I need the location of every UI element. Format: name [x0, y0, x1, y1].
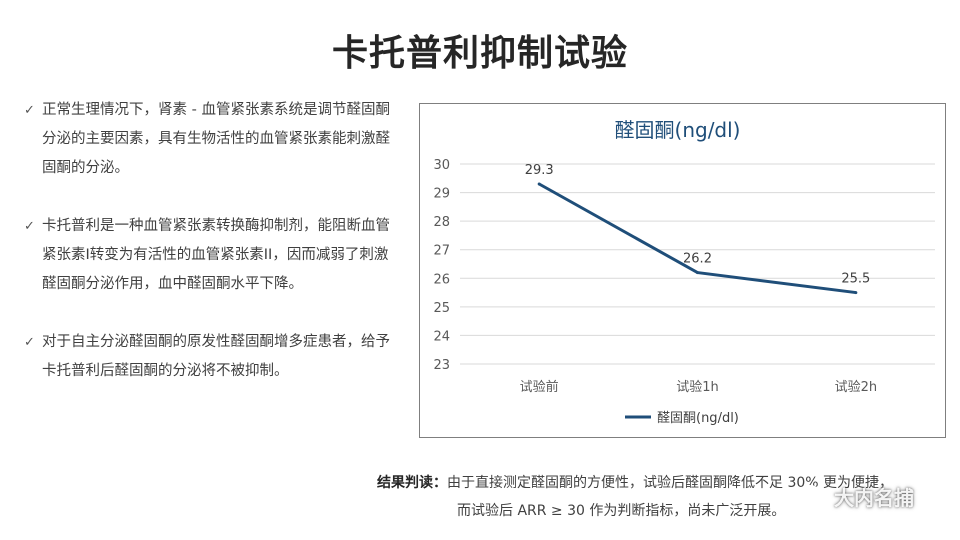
- conclusion-line2: 而试验后 ARR ≥ 30 作为判断指标，尚未广泛开展。: [457, 503, 786, 519]
- bullet-list: ✓ 正常生理情况下，肾素 - 血管紧张素系统是调节醛固酮分泌的主要因素，具有生物…: [24, 96, 399, 415]
- series-line: [538, 182, 857, 295]
- y-tick-label: 27: [433, 244, 450, 259]
- y-tick-label: 26: [433, 272, 450, 287]
- bullet-text: 卡托普利是一种血管紧张素转换酶抑制剂，能阻断血管紧张素I转变为有活性的血管紧张素…: [42, 218, 390, 292]
- data-label: 26.2: [683, 252, 712, 267]
- wechat-icon: [798, 484, 828, 508]
- data-point: [696, 271, 699, 275]
- y-tick-label: 24: [433, 329, 450, 344]
- data-point: [537, 182, 541, 186]
- line-chart: 醛固酮(ng/dl) 30 29 28 27 26 25 24 23 试验前 试验1h 试验2h 29.…: [419, 103, 946, 438]
- chart-svg: 醛固酮(ng/dl) 30 29 28 27 26 25 24 23 试验前 试验1h 试验2h 29.…: [433, 118, 935, 426]
- check-icon: ✓: [24, 219, 35, 234]
- conclusion-line1: 由于直接测定醛固酮的方便性，试验后醛固酮降低不足 30% 更为便捷，: [447, 475, 894, 491]
- y-tick-label: 29: [433, 187, 450, 202]
- bullet-text: 正常生理情况下，肾素 - 血管紧张素系统是调节醛固酮分泌的主要因素，具有生物活性…: [42, 102, 390, 176]
- bullet-item: ✓ 卡托普利是一种血管紧张素转换酶抑制剂，能阻断血管紧张素I转变为有活性的血管紧…: [24, 212, 399, 299]
- y-tick-label: 30: [433, 158, 450, 173]
- y-tick-label: 25: [433, 301, 450, 316]
- data-label: 29.3: [525, 163, 554, 178]
- watermark: 大内名捕: [798, 482, 914, 510]
- check-icon: ✓: [24, 335, 35, 350]
- x-tick-label: 试验1h: [676, 379, 719, 395]
- y-tick-label: 28: [433, 215, 450, 230]
- chart-title: 醛固酮(ng/dl): [615, 118, 741, 142]
- data-label: 25.5: [841, 272, 870, 287]
- bullet-text: 对于自主分泌醛固酮的原发性醛固酮增多症患者，给予卡托普利后醛固酮的分泌将不被抑制…: [42, 334, 390, 379]
- conclusion-block: 结果判读：由于直接测定醛固酮的方便性，试验后醛固酮降低不足 30% 更为便捷， …: [377, 469, 957, 525]
- legend-label: 醛固酮(ng/dl): [657, 410, 739, 426]
- check-icon: ✓: [24, 103, 35, 118]
- x-tick-label: 试验2h: [835, 379, 878, 395]
- data-point: [854, 291, 858, 295]
- watermark-text: 大内名捕: [834, 485, 914, 510]
- conclusion-label: 结果判读：: [377, 475, 447, 491]
- x-tick-label: 试验前: [520, 379, 559, 395]
- page-title: 卡托普利抑制试验: [331, 33, 628, 74]
- bullet-item: ✓ 正常生理情况下，肾素 - 血管紧张素系统是调节醛固酮分泌的主要因素，具有生物…: [24, 96, 399, 183]
- bullet-item: ✓ 对于自主分泌醛固酮的原发性醛固酮增多症患者，给予卡托普利后醛固酮的分泌将不被…: [24, 328, 399, 386]
- y-tick-label: 23: [433, 358, 450, 373]
